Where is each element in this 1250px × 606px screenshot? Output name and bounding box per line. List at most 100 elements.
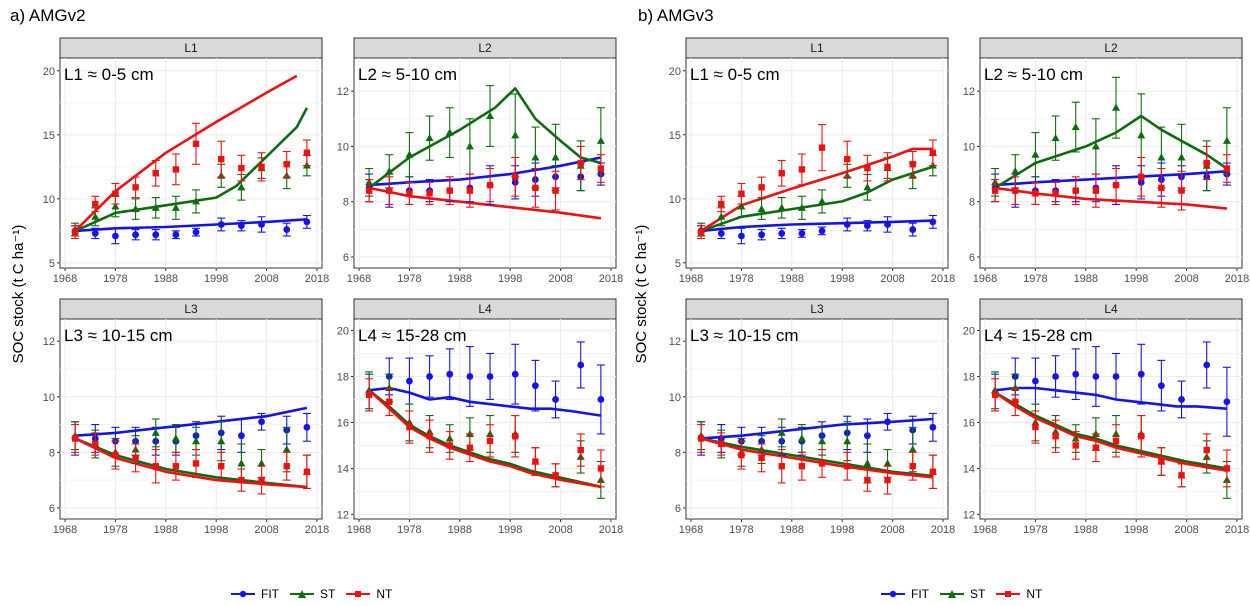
x-tick-label: 1998 bbox=[498, 273, 522, 285]
panel-a-l4: L4 12 14 16 18 20 1968 1978 1988 1998 2008 2018 L4 ≈… bbox=[337, 298, 623, 536]
legend-item-nt: NT bbox=[345, 587, 392, 601]
point-nt bbox=[818, 144, 826, 151]
point-fit bbox=[1112, 373, 1120, 380]
point-st bbox=[192, 437, 201, 445]
point-st bbox=[1091, 429, 1100, 437]
y-tick-label: 6 bbox=[969, 252, 975, 264]
y-tick-label: 15 bbox=[43, 130, 55, 142]
point-nt bbox=[512, 433, 519, 440]
fit-legend-marker-icon bbox=[231, 590, 255, 598]
point-nt bbox=[152, 463, 159, 470]
point-nt bbox=[446, 442, 453, 449]
point-nt bbox=[1158, 458, 1165, 465]
point-nt bbox=[758, 454, 765, 462]
point-nt bbox=[1032, 423, 1039, 431]
y-tick-label: 18 bbox=[337, 371, 349, 383]
y-tick-label: 5 bbox=[675, 258, 681, 270]
fit-line-fit bbox=[75, 406, 308, 437]
point-st bbox=[883, 459, 892, 467]
y-tick-label: 12 bbox=[963, 509, 975, 521]
panel-annotation: L3 ≈ 10-15 cm bbox=[64, 326, 173, 345]
point-st bbox=[237, 183, 246, 191]
panel-b-l1: L1 5 10 15 20 1968 1978 1988 1998 2008 2018 L1 ≈ 0-… bbox=[669, 37, 955, 285]
point-nt bbox=[1092, 444, 1100, 451]
point-nt bbox=[172, 463, 180, 470]
x-tick-label: 1998 bbox=[204, 273, 228, 285]
panel-strip-label: L4 bbox=[1104, 302, 1118, 316]
group-title-amgv2: a) AMGv2 bbox=[10, 6, 86, 25]
point-st bbox=[385, 383, 394, 391]
point-st bbox=[131, 204, 140, 213]
panel-a-l2: L2 6 8 10 12 1968 1978 1988 1998 2008 2018 L2 ≈ 5-1… bbox=[337, 37, 623, 285]
point-fit bbox=[192, 228, 200, 236]
point-nt bbox=[552, 187, 559, 194]
point-nt bbox=[597, 465, 605, 472]
y-tick-label: 20 bbox=[337, 325, 349, 337]
point-fit bbox=[778, 230, 786, 237]
point-nt bbox=[778, 463, 785, 470]
panel-a-l3: L3 6 8 10 12 1968 1978 1988 1998 2008 2018 L3 ≈ 10-… bbox=[43, 298, 329, 536]
point-fit bbox=[237, 222, 245, 230]
y-tick-label: 8 bbox=[343, 197, 349, 209]
legend-item-st: ST bbox=[289, 587, 335, 601]
fit-line-nt bbox=[368, 186, 602, 220]
panel-annotation: L2 ≈ 5-10 cm bbox=[358, 65, 457, 84]
x-tick-label: 2018 bbox=[931, 273, 955, 285]
point-fit bbox=[1137, 370, 1145, 378]
point-nt bbox=[597, 165, 605, 172]
panel-strip-label: L2 bbox=[1104, 41, 1118, 55]
point-nt bbox=[1138, 433, 1145, 440]
point-nt bbox=[303, 468, 311, 475]
fit-line-fit bbox=[368, 386, 602, 417]
point-fit bbox=[818, 227, 826, 235]
point-fit bbox=[884, 418, 891, 426]
point-nt bbox=[1203, 159, 1210, 167]
point-nt bbox=[486, 437, 494, 445]
x-tick-label: 1978 bbox=[729, 524, 753, 536]
point-st bbox=[171, 203, 180, 211]
point-nt bbox=[718, 440, 725, 448]
point-fit bbox=[283, 226, 291, 233]
point-nt bbox=[112, 190, 119, 197]
point-st bbox=[385, 167, 394, 175]
x-tick-label: 1998 bbox=[830, 524, 854, 536]
point-st bbox=[111, 202, 120, 210]
point-nt bbox=[92, 200, 99, 208]
y-tick-label: 16 bbox=[337, 417, 349, 429]
fit-line-fit bbox=[369, 156, 602, 187]
legend-item-st: ST bbox=[939, 587, 985, 601]
point-st bbox=[405, 150, 414, 158]
y-tick-label: 8 bbox=[969, 197, 975, 209]
fit-line-fit bbox=[700, 219, 933, 233]
nt-legend-marker-icon bbox=[996, 591, 1021, 597]
plot-area bbox=[353, 318, 617, 520]
point-nt bbox=[844, 463, 851, 470]
y-tick-label: 16 bbox=[963, 417, 975, 429]
legend-item-fit: FIT bbox=[880, 587, 929, 601]
y-tick-label: 12 bbox=[669, 336, 681, 348]
plot-area bbox=[685, 318, 949, 520]
point-nt bbox=[218, 155, 225, 163]
point-nt bbox=[406, 423, 413, 431]
x-tick-label: 2018 bbox=[599, 524, 623, 536]
st-legend-marker-icon bbox=[940, 590, 964, 598]
point-nt bbox=[909, 463, 916, 470]
x-tick-label: 1978 bbox=[103, 524, 127, 536]
point-fit bbox=[1178, 396, 1185, 403]
point-nt bbox=[92, 440, 99, 448]
plot-area bbox=[979, 318, 1243, 520]
point-nt bbox=[1052, 190, 1059, 197]
point-st bbox=[777, 428, 786, 436]
point-nt bbox=[512, 173, 519, 181]
point-nt bbox=[386, 187, 393, 194]
point-nt bbox=[386, 398, 393, 405]
point-nt bbox=[192, 140, 200, 147]
point-nt bbox=[303, 149, 311, 156]
point-nt bbox=[1112, 437, 1120, 445]
fit-line-st bbox=[74, 107, 309, 233]
point-st bbox=[465, 429, 474, 437]
point-st bbox=[1222, 136, 1231, 144]
point-fit bbox=[758, 231, 765, 239]
x-tick-label: 1978 bbox=[1023, 524, 1047, 536]
